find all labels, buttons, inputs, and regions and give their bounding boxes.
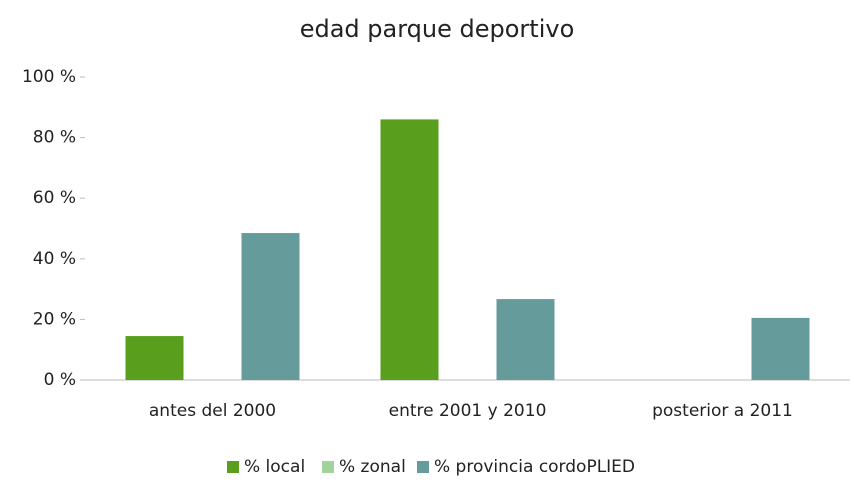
- bar: [496, 299, 555, 380]
- y-tick-label: 80 %: [33, 128, 76, 148]
- y-tick-label: 0 %: [44, 370, 76, 390]
- legend-swatch: [322, 461, 334, 473]
- legend-label: % zonal: [339, 457, 406, 477]
- x-tick-label: antes del 2000: [149, 401, 276, 421]
- bar: [380, 119, 439, 381]
- y-tick-label: 60 %: [33, 188, 76, 208]
- y-tick-label: 40 %: [33, 249, 76, 269]
- legend-label: % provincia cordoPLIED: [434, 457, 635, 477]
- legend-label: % local: [244, 457, 305, 477]
- y-tick-label: 20 %: [33, 309, 76, 329]
- bar: [751, 317, 810, 380]
- bar: [125, 336, 184, 380]
- y-tick-label: 100 %: [22, 67, 76, 87]
- x-tick-label: entre 2001 y 2010: [389, 401, 547, 421]
- x-tick-label: posterior a 2011: [652, 401, 793, 421]
- legend-swatch: [417, 461, 429, 473]
- bar: [241, 233, 300, 380]
- legend-swatch: [227, 461, 239, 473]
- chart-title: edad parque deportivo: [300, 15, 575, 43]
